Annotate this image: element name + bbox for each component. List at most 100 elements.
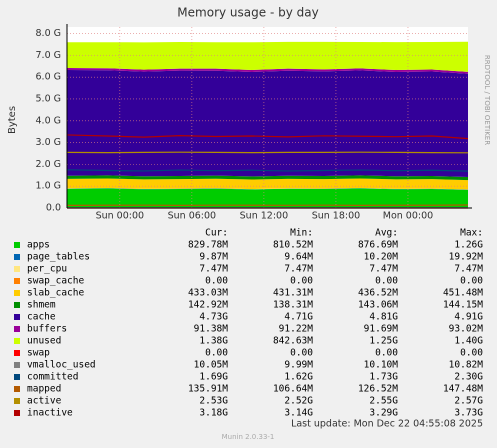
y-tick-label: 6.0 G (36, 72, 62, 83)
legend-name: active (27, 396, 62, 407)
legend-stat: 91.69M (364, 324, 399, 335)
legend-name: committed (27, 372, 78, 383)
legend-stat: 10.20M (364, 252, 399, 263)
legend-stat: 4.71G (284, 312, 313, 323)
side-label: RRDTOOL / TOBI OETIKER (483, 55, 491, 145)
legend-stat: 138.31M (273, 300, 313, 311)
legend-name: swap (27, 348, 50, 359)
y-tick-label: 4.0 G (36, 115, 62, 126)
legend-swatch (14, 254, 20, 260)
legend-swatch (14, 386, 20, 392)
area (67, 70, 468, 177)
legend-stat: 106.64M (273, 384, 313, 395)
legend-column-header: Cur: (205, 228, 228, 239)
legend-stat: 19.92M (449, 252, 484, 263)
legend-stat: 7.47M (454, 264, 483, 275)
legend-swatch (14, 302, 20, 308)
legend-stat: 9.99M (284, 360, 313, 371)
legend-stat: 135.91M (188, 384, 228, 395)
x-tick-label: Mon 00:00 (383, 211, 433, 222)
legend-name: inactive (27, 408, 73, 419)
legend-swatch (14, 362, 20, 368)
x-tick-label: Sun 06:00 (168, 211, 216, 222)
chart-title: Memory usage - by day (177, 6, 318, 20)
legend-stat: 1.69G (199, 372, 228, 383)
legend-stat: 147.48M (443, 384, 483, 395)
y-tick-label: 1.0 G (36, 181, 62, 192)
legend-stat: 144.15M (443, 300, 483, 311)
legend-stat: 829.78M (188, 240, 228, 251)
legend-swatch (14, 350, 20, 356)
legend-stat: 2.30G (454, 372, 483, 383)
legend-stat: 142.92M (188, 300, 228, 311)
legend-stat: 0.00 (205, 276, 228, 287)
marks (66, 41, 469, 209)
legend-stat: 3.29G (369, 408, 398, 419)
legend-column-header: Min: (290, 228, 313, 239)
y-tick-label: 0.0 (46, 203, 61, 214)
legend-stat: 0.00 (375, 276, 398, 287)
legend-swatch (14, 374, 20, 380)
legend-name: buffers (27, 324, 67, 335)
area (67, 188, 468, 190)
legend-stat: 1.25G (369, 336, 398, 347)
legend-stat: 91.22M (279, 324, 314, 335)
area (67, 188, 468, 208)
legend-stat: 10.82M (449, 360, 484, 371)
legend-stat: 7.47M (369, 264, 398, 275)
line (66, 151, 469, 154)
legend-name: unused (27, 336, 61, 347)
legend-stat: 0.00 (290, 348, 313, 359)
legend-stat: 4.91G (454, 312, 483, 323)
legend-stat: 4.81G (369, 312, 398, 323)
legend-stat: 2.53G (199, 396, 228, 407)
area (67, 41, 468, 72)
legend-swatch (14, 410, 20, 416)
legend-stat: 436.52M (358, 288, 398, 299)
legend-stat: 876.69M (358, 240, 398, 251)
line (66, 134, 469, 140)
legend-stat: 10.10M (364, 360, 399, 371)
legend-stat: 9.87M (199, 252, 228, 263)
area (67, 187, 468, 190)
legend-stat: 0.00 (290, 276, 313, 287)
area (67, 68, 468, 74)
x-tick-label: Sun 00:00 (96, 211, 144, 222)
legend-stat: 2.52G (284, 396, 313, 407)
legend-stat: 3.18G (199, 408, 228, 419)
legend-column-header: Max: (460, 228, 483, 239)
legend-stat: 2.55G (369, 396, 398, 407)
area (67, 175, 468, 181)
legend-stat: 451.48M (443, 288, 483, 299)
legend-name: per_cpu (27, 264, 67, 275)
legend-stat: 0.00 (375, 348, 398, 359)
y-tick-label: 7.0 G (36, 50, 62, 61)
legend-stat: 842.63M (273, 336, 313, 347)
legend-stat: 433.03M (188, 288, 228, 299)
legend-stat: 10.05M (194, 360, 229, 371)
y-tick-label: 8.0 G (36, 28, 62, 39)
legend-name: shmem (27, 300, 56, 311)
legend-stat: 0.00 (460, 348, 483, 359)
legend-stat: 143.06M (358, 300, 398, 311)
legend-name: cache (27, 312, 56, 323)
legend-stat: 1.73G (369, 372, 398, 383)
legend-swatch (14, 398, 20, 404)
y-tick-label: 3.0 G (36, 137, 62, 148)
legend-name: slab_cache (27, 288, 84, 299)
y-axis-label: Bytes (7, 106, 18, 134)
legend-stat: 810.52M (273, 240, 313, 251)
x-tick-label: Sun 18:00 (312, 211, 360, 222)
legend-name: mapped (27, 384, 61, 395)
legend-name: vmalloc_used (27, 360, 96, 371)
legend-stat: 1.40G (454, 336, 483, 347)
legend-swatch (14, 266, 20, 272)
legend-swatch (14, 278, 20, 284)
line (66, 169, 469, 172)
legend-stat: 0.00 (460, 276, 483, 287)
legend-swatch (14, 338, 20, 344)
footer: Munin 2.0.33-1 (222, 433, 275, 441)
legend-name: apps (27, 240, 50, 251)
legend-stat: 4.73G (199, 312, 228, 323)
